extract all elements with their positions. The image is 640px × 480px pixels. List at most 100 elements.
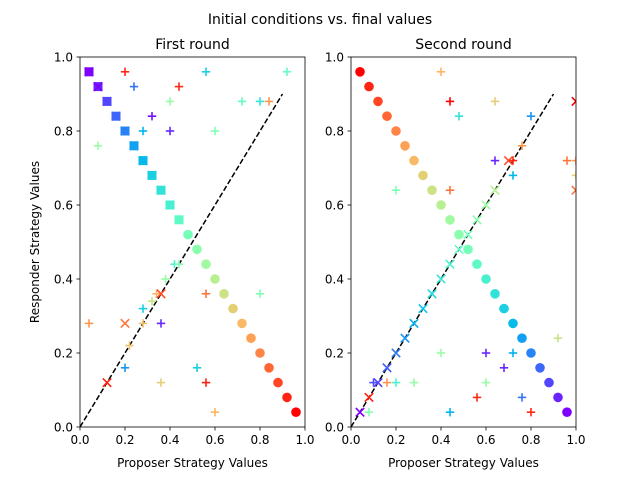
final-point [138, 304, 148, 313]
final-point [156, 319, 166, 328]
final-point-stroke [409, 318, 419, 329]
final-point [120, 363, 130, 372]
final-point [481, 348, 491, 358]
final-point-stroke [503, 155, 514, 166]
plot-content [80, 67, 301, 427]
x-tick-label: 0.2 [386, 433, 405, 447]
final-point [503, 155, 514, 166]
final-point [490, 185, 500, 195]
final-point [445, 186, 455, 195]
final-point [165, 200, 175, 210]
final-point [481, 200, 491, 210]
y-tick-label: 0.0 [325, 420, 344, 434]
initial-point [192, 244, 202, 255]
final-point [102, 377, 112, 388]
initial-point [409, 155, 419, 166]
final-point [481, 378, 491, 387]
final-point-stroke [102, 377, 112, 388]
final-point [129, 141, 139, 151]
final-point [174, 82, 184, 91]
initial-point [553, 392, 563, 403]
final-point [364, 408, 374, 417]
final-point [436, 274, 446, 284]
final-point [102, 96, 112, 107]
final-point-stroke [165, 200, 175, 210]
final-point-stroke [156, 289, 166, 299]
final-point [490, 97, 500, 106]
final-point-stroke [138, 155, 148, 166]
y-tick-label: 1.0 [325, 50, 344, 64]
final-point-stroke [463, 229, 473, 240]
final-point [454, 244, 464, 255]
final-point [472, 215, 482, 225]
final-point [255, 289, 265, 298]
final-point [192, 363, 202, 372]
final-point [553, 334, 563, 343]
initial-point [454, 229, 464, 240]
final-point [201, 289, 211, 298]
final-point [391, 348, 401, 358]
final-point-stroke [382, 363, 392, 373]
axes-frame [79, 56, 306, 428]
final-point [174, 260, 184, 269]
final-point [571, 96, 576, 107]
subplot-title: First round [155, 37, 230, 53]
final-point-stroke [490, 185, 500, 195]
final-point [210, 408, 220, 417]
final-point-stroke [571, 185, 576, 192]
initial-point [264, 363, 274, 373]
initial-point [463, 244, 473, 255]
final-point-stroke [102, 96, 112, 107]
final-point [111, 111, 121, 121]
plot-content [351, 67, 576, 427]
initial-point [183, 229, 193, 240]
final-point-stroke [472, 215, 482, 225]
initial-point [282, 392, 292, 403]
initial-point [472, 259, 482, 270]
final-point [418, 303, 428, 314]
x-tick-label: 0.4 [431, 433, 450, 447]
final-point [120, 318, 130, 329]
x-tick-label: 0.4 [160, 433, 179, 447]
diagonal-dashed-line [80, 93, 284, 427]
initial-point [237, 318, 247, 329]
y-tick-label: 0.0 [54, 420, 73, 434]
final-point [156, 185, 166, 195]
initial-point [490, 289, 500, 299]
initial-point [535, 363, 545, 373]
figure-suptitle: Initial conditions vs. final values [208, 12, 432, 28]
final-point [84, 67, 94, 77]
final-point [508, 156, 518, 165]
final-point [517, 393, 527, 402]
final-point [445, 97, 455, 106]
final-point-stroke [373, 377, 383, 388]
initial-point [400, 141, 410, 151]
initial-point [418, 170, 428, 181]
final-point-stroke [481, 200, 491, 210]
final-point-stroke [571, 100, 576, 107]
initial-point [246, 333, 256, 344]
final-point [165, 97, 175, 106]
final-point [84, 319, 94, 328]
initial-point [445, 215, 455, 225]
final-point-stroke [156, 185, 166, 195]
final-point [156, 289, 166, 299]
final-point-stroke [427, 289, 437, 299]
final-point [201, 378, 211, 387]
final-point [409, 318, 419, 329]
final-point-stroke [400, 333, 410, 343]
x-tick-label: 1.0 [295, 433, 314, 447]
final-point [562, 156, 572, 165]
final-point [517, 141, 527, 150]
final-point [369, 378, 378, 387]
y-tick-label: 0.6 [325, 198, 344, 212]
final-point-stroke [120, 318, 130, 329]
initial-point [562, 407, 572, 418]
subplot-second-round: 0.0 0.2 0.4 0.6 0.8 1.0 0.0 0.2 0.4 0.6 0.8 1.0 Seco… [325, 37, 586, 470]
initial-point [201, 259, 211, 270]
final-point [93, 81, 103, 92]
y-tick-label: 0.4 [54, 272, 73, 286]
final-point [165, 126, 175, 136]
initial-point [436, 200, 446, 210]
